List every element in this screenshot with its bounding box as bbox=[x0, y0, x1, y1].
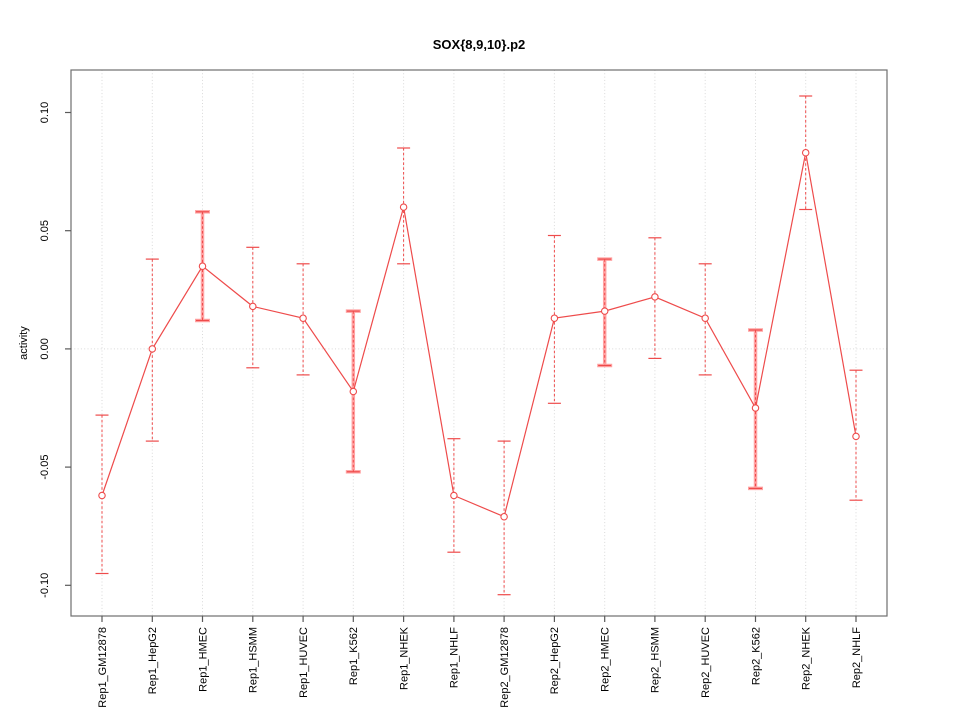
x-tick-label: Rep1_HUVEC bbox=[298, 627, 310, 698]
x-tick-label: Rep2_HMEC bbox=[600, 627, 612, 692]
y-tick-label: 0.00 bbox=[39, 338, 51, 359]
x-tick-label: Rep1_HSMM bbox=[248, 627, 260, 693]
x-tick-label: Rep2_NHLF bbox=[851, 627, 863, 688]
data-point-marker bbox=[349, 387, 358, 396]
data-point-marker bbox=[550, 314, 559, 322]
x-tick-label: Rep2_HepG2 bbox=[549, 627, 561, 694]
x-tick-label: Rep2_HUVEC bbox=[700, 627, 712, 698]
y-axis-label: activity bbox=[18, 326, 30, 360]
data-point-marker bbox=[249, 302, 257, 311]
y-tick-label: 0.05 bbox=[39, 220, 51, 241]
data-point-marker bbox=[148, 345, 157, 353]
data-point-marker bbox=[198, 262, 207, 270]
data-point-marker bbox=[701, 314, 709, 322]
axis-box bbox=[70, 69, 888, 617]
y-tick-label: -0.05 bbox=[39, 455, 51, 480]
x-tick-label: Rep1_K562 bbox=[348, 627, 360, 685]
y-tick-label: 0.10 bbox=[39, 102, 51, 123]
chart-title: SOX{8,9,10}.p2 bbox=[433, 37, 526, 52]
x-tick-label: Rep1_HepG2 bbox=[147, 627, 159, 694]
data-point-marker bbox=[852, 432, 860, 441]
x-tick-label: Rep1_NHLF bbox=[449, 627, 461, 688]
x-tick-label: Rep2_HSMM bbox=[650, 627, 662, 693]
series-line bbox=[101, 152, 857, 518]
plot-area: 0.10 0.05 0.00 -0.05 -0.10 Rep1_GM12878 Rep1_H… bbox=[39, 69, 888, 708]
x-tick-label: Rep2_NHEK bbox=[801, 626, 813, 690]
data-point-marker bbox=[651, 293, 659, 301]
x-tick-label: Rep1_NHEK bbox=[398, 626, 410, 690]
data-point-marker bbox=[751, 404, 760, 412]
data-point-marker bbox=[801, 148, 810, 157]
data-point-marker bbox=[450, 491, 458, 500]
y-tick-label: -0.10 bbox=[39, 573, 51, 598]
x-tick-label: Rep2_K562 bbox=[750, 627, 762, 685]
data-point-marker bbox=[500, 512, 508, 521]
data-point-marker bbox=[600, 307, 609, 315]
data-point-marker bbox=[98, 491, 106, 500]
x-tick-label: Rep2_GM12878 bbox=[499, 627, 511, 708]
data-point-marker bbox=[399, 203, 408, 211]
data-point-marker bbox=[299, 314, 307, 322]
x-tick-label: Rep1_GM12878 bbox=[97, 627, 109, 708]
x-tick-label: Rep1_HMEC bbox=[197, 627, 209, 692]
